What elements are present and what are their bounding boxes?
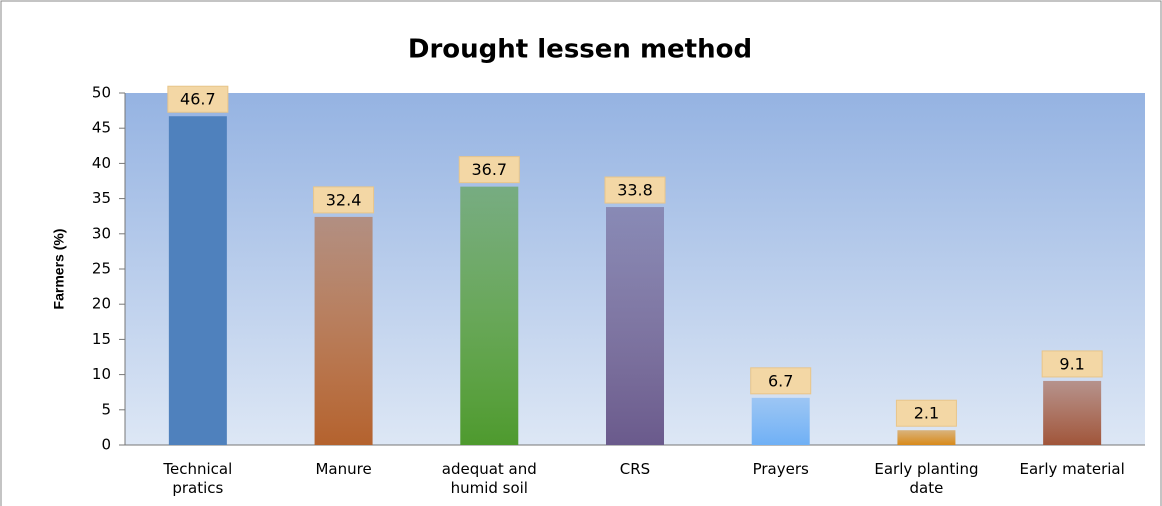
data-label-box xyxy=(604,176,666,204)
data-label: 33.8 xyxy=(617,181,653,200)
data-label-box xyxy=(167,85,229,113)
x-tick-label: Technical pratics xyxy=(163,460,233,497)
data-label: 32.4 xyxy=(326,190,362,209)
data-label: 9.1 xyxy=(1059,354,1084,373)
bar xyxy=(460,186,519,445)
data-label-box xyxy=(1041,350,1103,378)
y-tick-label: 40 xyxy=(92,154,111,172)
bar xyxy=(751,397,810,445)
data-label-box xyxy=(895,399,957,427)
y-tick-label: 20 xyxy=(92,295,111,313)
y-tick-label: 10 xyxy=(92,365,111,383)
data-label: 36.7 xyxy=(471,160,507,179)
x-tick-label: Prayers xyxy=(752,460,809,478)
y-tick-label: 30 xyxy=(92,224,111,242)
data-label: 46.7 xyxy=(180,90,216,109)
y-tick-label: 15 xyxy=(92,330,111,348)
bar xyxy=(168,116,227,446)
y-tick-label: 50 xyxy=(92,84,111,102)
y-tick-label: 45 xyxy=(92,119,111,137)
y-tick-label: 5 xyxy=(101,400,111,418)
data-label: 2.1 xyxy=(914,404,939,423)
bar xyxy=(1043,380,1102,445)
bar xyxy=(314,216,373,445)
x-tick-label: Early material xyxy=(1019,460,1125,478)
data-label-box xyxy=(313,186,375,214)
bar xyxy=(606,207,664,445)
x-tick-label: CRS xyxy=(619,460,651,478)
data-label-box xyxy=(750,367,812,395)
data-label: 6.7 xyxy=(768,371,793,390)
x-tick-label: Manure xyxy=(315,460,372,478)
bar xyxy=(897,430,956,445)
x-tick-label: Early planting date xyxy=(874,460,979,497)
y-tick-label: 35 xyxy=(92,189,111,207)
y-axis-label: Farmers (%) xyxy=(51,229,67,310)
x-tick-label: adequat and humid soil xyxy=(441,460,537,497)
data-label-box xyxy=(458,156,520,184)
chart-title: Drought lessen method xyxy=(408,35,752,65)
y-tick-label: 0 xyxy=(101,436,111,454)
y-tick-label: 25 xyxy=(92,260,111,278)
